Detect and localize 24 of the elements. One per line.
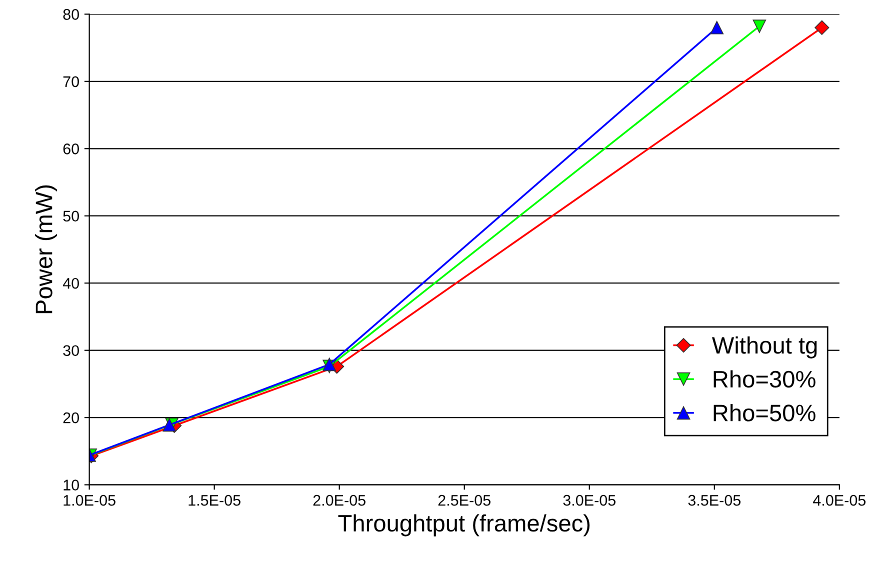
y-tick-label: 70: [63, 76, 79, 88]
x-tick-label: 1.5E-05: [188, 494, 240, 506]
point: [710, 20, 724, 34]
x-tick-label: 3.5E-05: [688, 494, 741, 506]
y-tick-label: 60: [63, 144, 79, 154]
point: [814, 20, 830, 35]
y-tick-label: 80: [63, 9, 79, 20]
x-axis-title: Throughtput (frame/sec): [338, 514, 590, 536]
y-axis-title: Power (mW): [35, 185, 58, 314]
legend-label: Without tg: [712, 336, 817, 358]
x-tick-label: 3.0E-05: [563, 494, 616, 506]
point: [162, 418, 176, 432]
y-tick-label: 30: [63, 345, 79, 356]
x-tick-label: 2.0E-05: [313, 494, 366, 506]
y-tick-label: 40: [62, 278, 79, 289]
legend-label: Rho=30%: [714, 370, 816, 388]
point: [752, 20, 766, 33]
y-tick-label: 20: [63, 412, 79, 424]
y-tick-label: 50: [63, 210, 79, 222]
x-tick-label: 2.5E-05: [438, 494, 490, 506]
legend-label: Rho=50%: [714, 404, 816, 422]
x-tick-label: 4.0E-05: [813, 494, 866, 506]
y-tick-label: 10: [64, 480, 79, 490]
x-tick-label: 1.0E-05: [64, 494, 116, 506]
